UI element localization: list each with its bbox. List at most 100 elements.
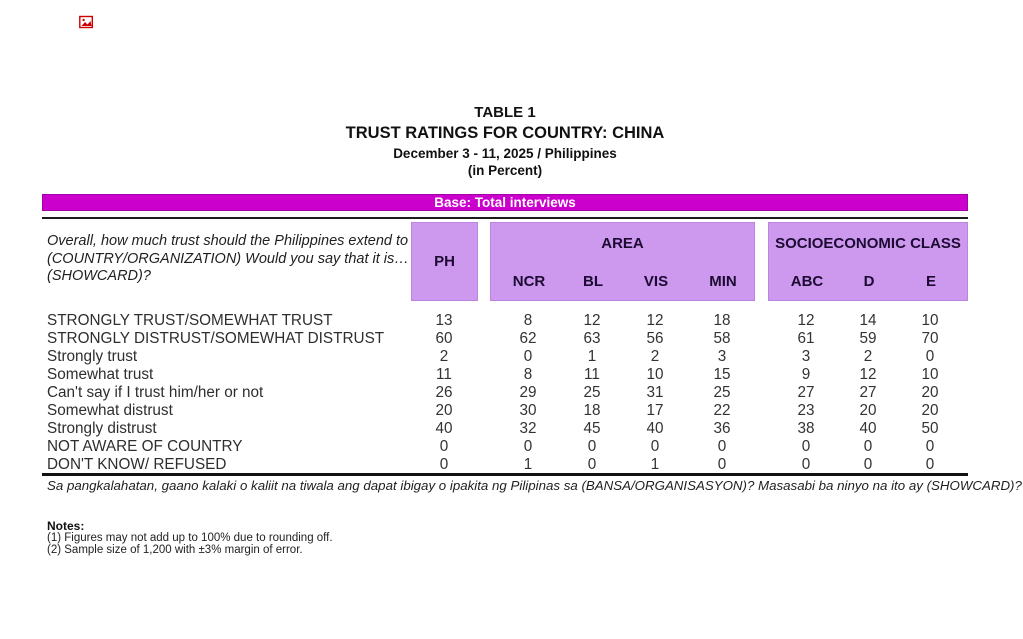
cell-value: 1 bbox=[650, 456, 660, 473]
cell-value: 30 bbox=[519, 402, 537, 419]
cell-value: 11 bbox=[584, 366, 600, 383]
cell-value: 14 bbox=[859, 312, 877, 329]
cell-value: 0 bbox=[863, 456, 873, 473]
row-label: STRONGLY DISTRUST/SOMEWHAT DISTRUST bbox=[47, 330, 385, 347]
cell-value: 26 bbox=[435, 384, 453, 401]
cell-value: 2 bbox=[863, 348, 873, 365]
cell-value: 40 bbox=[859, 420, 877, 437]
cell-value: 1 bbox=[523, 456, 533, 473]
cell-value: 17 bbox=[646, 402, 664, 419]
header-col-abc: ABC bbox=[790, 273, 824, 290]
survey-date: December 3 - 11, 2025 / Philippines bbox=[393, 146, 617, 161]
note-item-1: (1) Figures may not add up to 100% due t… bbox=[47, 532, 333, 544]
cell-value: 13 bbox=[435, 312, 453, 329]
row-label: Can't say if I trust him/her or not bbox=[47, 384, 264, 401]
cell-value: 59 bbox=[859, 330, 877, 347]
title-block: TABLE 1 TRUST RATINGS FOR COUNTRY: CHINA… bbox=[42, 104, 968, 178]
cell-value: 29 bbox=[519, 384, 537, 401]
question-line-2: (COUNTRY/ORGANIZATION) Would you say tha… bbox=[47, 250, 409, 267]
cell-value: 1 bbox=[587, 348, 597, 365]
cell-value: 58 bbox=[713, 330, 731, 347]
cell-value: 10 bbox=[921, 366, 939, 383]
cell-value: 3 bbox=[717, 348, 727, 365]
header-col-d: D bbox=[863, 273, 875, 290]
header-ph: PH bbox=[411, 222, 478, 301]
cell-value: 0 bbox=[801, 438, 811, 455]
table-row: Can't say if I trust him/her or not 26 29 2… bbox=[0, 384, 1023, 402]
question-text: Overall, how much trust should the Phili… bbox=[47, 233, 427, 286]
cell-value: 8 bbox=[523, 366, 533, 383]
cell-value: 9 bbox=[801, 366, 811, 383]
header-area-label: AREA bbox=[601, 235, 644, 252]
cell-value: 18 bbox=[713, 312, 731, 329]
cell-value: 23 bbox=[797, 402, 815, 419]
cell-value: 25 bbox=[583, 384, 601, 401]
table-row: STRONGLY DISTRUST/SOMEWHAT DISTRUST 60 62 6… bbox=[0, 330, 1023, 348]
cell-value: 12 bbox=[859, 366, 877, 383]
cell-value: 2 bbox=[439, 348, 449, 365]
cell-value: 0 bbox=[863, 438, 873, 455]
row-label: Strongly distrust bbox=[47, 420, 157, 437]
page-title: TRUST RATINGS FOR COUNTRY: CHINA bbox=[345, 124, 665, 142]
cell-value: 0 bbox=[717, 456, 727, 473]
table-top-rule bbox=[42, 217, 968, 219]
cell-value: 0 bbox=[587, 456, 597, 473]
header-col-bl: BL bbox=[583, 273, 603, 290]
question-line-3: (SHOWCARD)? bbox=[47, 268, 151, 284]
cell-value: 22 bbox=[713, 402, 731, 419]
cell-value: 25 bbox=[713, 384, 731, 401]
base-banner: Base: Total interviews bbox=[42, 194, 968, 211]
cell-value: 2 bbox=[650, 348, 660, 365]
cell-value: 32 bbox=[519, 420, 537, 437]
cell-value: 62 bbox=[519, 330, 537, 347]
cell-value: 0 bbox=[650, 438, 660, 455]
cell-value: 70 bbox=[921, 330, 939, 347]
cell-value: 15 bbox=[713, 366, 731, 383]
cell-value: 20 bbox=[921, 384, 939, 401]
cell-value: 38 bbox=[797, 420, 815, 437]
row-label: Strongly trust bbox=[47, 348, 138, 365]
cell-value: 0 bbox=[801, 456, 811, 473]
cell-value: 63 bbox=[583, 330, 601, 347]
cell-value: 20 bbox=[859, 402, 877, 419]
cell-value: 3 bbox=[801, 348, 811, 365]
table-number: TABLE 1 bbox=[474, 104, 536, 121]
broken-image-icon bbox=[79, 15, 94, 30]
header-col-vis: VIS bbox=[643, 273, 669, 290]
cell-value: 36 bbox=[713, 420, 731, 437]
row-label: Somewhat distrust bbox=[47, 402, 173, 419]
cell-value: 0 bbox=[925, 348, 935, 365]
header-ph-label: PH bbox=[434, 253, 455, 270]
header-col-e: E bbox=[925, 273, 936, 290]
row-label: STRONGLY TRUST/SOMEWHAT TRUST bbox=[47, 312, 333, 329]
cell-value: 0 bbox=[523, 348, 533, 365]
row-label: DON'T KNOW/ REFUSED bbox=[47, 456, 227, 473]
row-label: NOT AWARE OF COUNTRY bbox=[47, 438, 243, 455]
cell-value: 61 bbox=[797, 330, 815, 347]
header-area-group: AREA NCR BL VIS MIN bbox=[490, 222, 755, 301]
note-item-2: (2) Sample size of 1,200 with ±3% margin… bbox=[47, 544, 303, 556]
cell-value: 0 bbox=[523, 438, 533, 455]
cell-value: 12 bbox=[797, 312, 815, 329]
cell-value: 10 bbox=[646, 366, 664, 383]
cell-value: 20 bbox=[435, 402, 453, 419]
cell-value: 12 bbox=[646, 312, 664, 329]
table-row: Somewhat trust 11 8 11 10 15 9 12 10 bbox=[0, 366, 1023, 384]
cell-value: 18 bbox=[583, 402, 601, 419]
table-row: STRONGLY TRUST/SOMEWHAT TRUST 13 8 12 12 18 12… bbox=[0, 312, 1023, 330]
notes-heading: Notes: bbox=[47, 519, 85, 533]
cell-value: 45 bbox=[583, 420, 601, 437]
cell-value: 27 bbox=[859, 384, 877, 401]
cell-value: 0 bbox=[587, 438, 597, 455]
row-label: Somewhat trust bbox=[47, 366, 154, 383]
table-row: DON'T KNOW/ REFUSED 0 1 0 1 0 0 0 0 bbox=[0, 456, 1023, 474]
cell-value: 0 bbox=[925, 456, 935, 473]
cell-value: 40 bbox=[646, 420, 664, 437]
table-row: Somewhat distrust 20 30 18 17 22 23 20 20 bbox=[0, 402, 1023, 420]
cell-value: 27 bbox=[797, 384, 815, 401]
tagalog-question-footnote: Sa pangkalahatan, gaano kalaki o kaliit … bbox=[47, 478, 1022, 493]
header-col-ncr: NCR bbox=[512, 273, 546, 290]
table-row: NOT AWARE OF COUNTRY 0 0 0 0 0 0 0 0 bbox=[0, 438, 1023, 456]
header-col-min: MIN bbox=[709, 273, 737, 290]
